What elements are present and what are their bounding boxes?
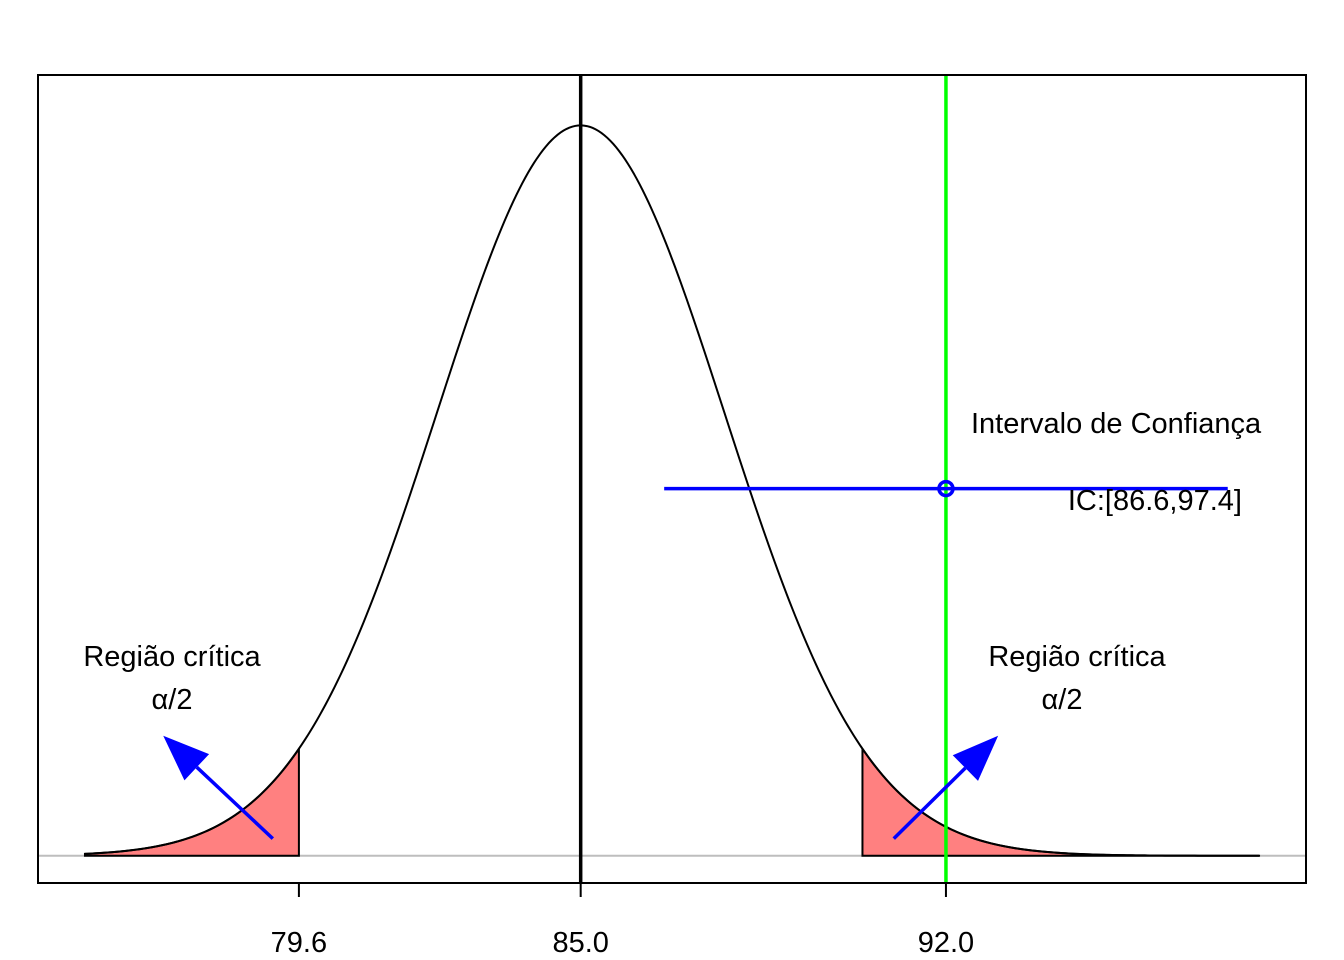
confidence-interval-point xyxy=(937,479,955,498)
right-alpha-label: α/2 xyxy=(1042,684,1083,716)
arrow-shaft-left xyxy=(195,765,275,840)
left-critical-region-label: Região crítica xyxy=(83,641,261,673)
ci-title: Intervalo de Confiança xyxy=(971,408,1262,440)
ci-label: IC:[86.6,97.4] xyxy=(1068,485,1242,517)
arrow-shaft-right xyxy=(892,766,967,840)
plot-frame xyxy=(37,74,1307,884)
left-alpha-label: α/2 xyxy=(152,684,193,716)
density-curve xyxy=(84,124,1260,857)
x-tick-label: 92.0 xyxy=(918,927,974,959)
arrow-head-left xyxy=(163,735,210,781)
right-critical-region-label: Região crítica xyxy=(988,641,1166,673)
arrow-head-right xyxy=(952,735,999,781)
plot-area: 79.6 85.0 92.0 xyxy=(37,74,1307,959)
x-tick-label: 85.0 xyxy=(552,927,608,959)
right-critical-region xyxy=(861,745,1261,857)
x-tick-label: 79.6 xyxy=(271,927,327,959)
